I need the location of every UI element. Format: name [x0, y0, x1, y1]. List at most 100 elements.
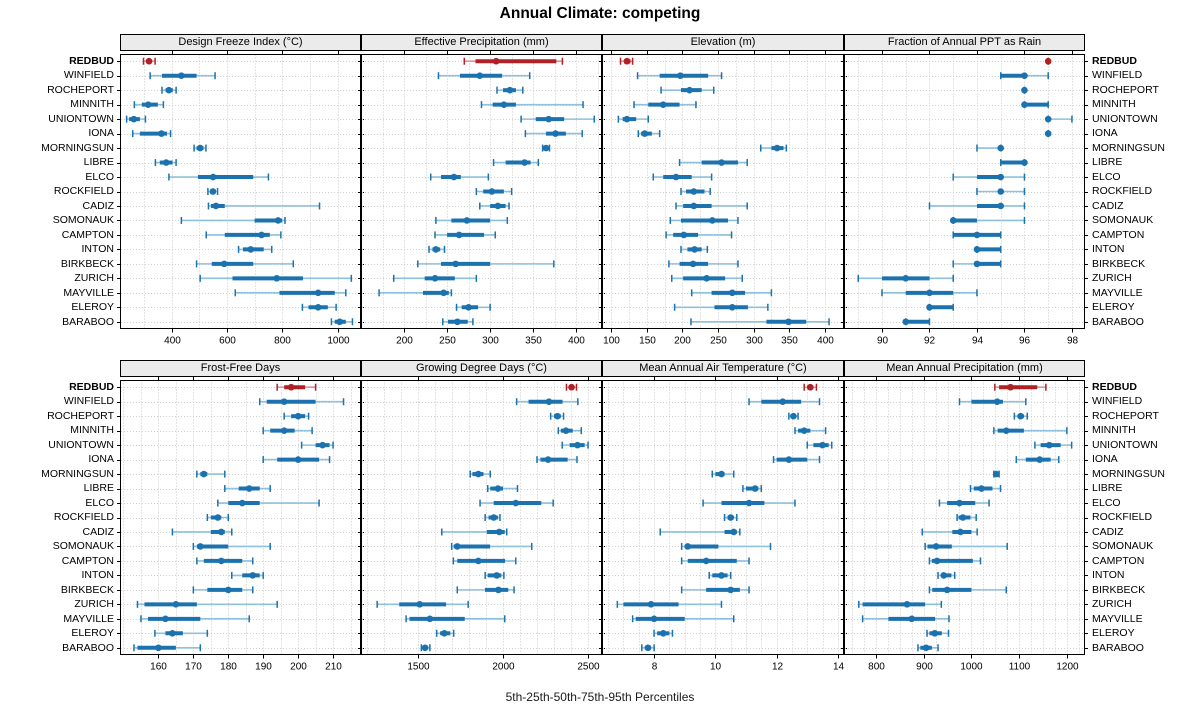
row-label-rockfield: ROCKFIELD	[53, 185, 114, 198]
percentile-row-inton	[937, 571, 956, 579]
percentile-row-birkbeck	[952, 260, 1002, 268]
percentile-row-somonauk	[669, 216, 739, 224]
percentile-row-iona	[536, 456, 578, 464]
median-dot	[623, 57, 631, 65]
percentile-row-baraboo	[690, 318, 830, 326]
percentile-row-iona	[637, 130, 661, 138]
percentile-row-iona	[1044, 130, 1052, 138]
median-dot	[644, 644, 652, 652]
percentile-row-campton	[665, 231, 733, 239]
row-label-mayville: MAYVILLE	[1092, 286, 1143, 299]
percentile-row-redbud	[994, 383, 1047, 391]
median-dot	[155, 644, 162, 652]
percentile-row-minnith	[480, 101, 584, 109]
percentile-row-inton	[237, 245, 273, 253]
median-dot	[440, 289, 447, 297]
median-dot	[718, 470, 725, 478]
axis-tick-label: 400	[568, 336, 585, 347]
axis-tick-label: 200	[290, 662, 307, 673]
percentile-row-mayville	[234, 289, 347, 297]
percentile-row-libre	[154, 159, 177, 167]
percentile-row-somonauk	[180, 216, 286, 224]
percentile-row-mayville	[405, 615, 506, 623]
median-dot	[492, 57, 500, 65]
median-dot	[903, 601, 911, 608]
axis-tick-label: 14	[833, 662, 845, 673]
percentile-row-redbud	[463, 57, 564, 65]
median-dot	[450, 173, 458, 181]
median-dot	[922, 644, 930, 652]
percentile-row-rocheport	[161, 86, 177, 94]
axis-tick-label: 100	[603, 336, 620, 347]
median-dot	[493, 572, 501, 579]
median-dot	[790, 412, 797, 420]
axis-tick-label: 96	[1019, 336, 1031, 347]
percentile-row-elco	[479, 499, 554, 507]
median-dot	[453, 543, 461, 550]
median-dot	[465, 303, 472, 311]
median-dot	[1044, 57, 1052, 65]
percentile-row-cadiz	[928, 202, 1026, 210]
percentile-row-zurich	[857, 274, 954, 282]
median-dot	[908, 615, 916, 623]
median-dot	[807, 383, 814, 391]
row-label-baraboo: BARABOO	[1092, 641, 1144, 654]
panel-strip-effective-precipitation-mm: Effective Precipitation (mm)	[361, 34, 602, 51]
median-dot	[1044, 130, 1052, 137]
panel-plot-effective-precipitation-mm: 200 250 300 350 400	[358, 51, 605, 347]
median-dot	[773, 144, 781, 152]
median-dot	[426, 615, 434, 623]
row-label-mayville: MAYVILLE	[63, 612, 114, 625]
percentile-row-rocheport	[660, 86, 715, 94]
row-label-inton: INTON	[1092, 569, 1125, 582]
median-dot	[562, 427, 570, 434]
median-dot	[441, 629, 448, 637]
row-label-minnith: MINNITH	[70, 424, 114, 437]
row-label-rockfield: ROCKFIELD	[53, 511, 114, 524]
percentile-row-baraboo	[902, 318, 931, 326]
panel-plot-growing-degree-days-c: 1500 2000 2500	[358, 377, 605, 673]
row-label-somonauk: SOMONAUK	[1092, 214, 1154, 227]
percentile-row-winfield	[958, 398, 1027, 406]
row-label-uniontown: UNIONTOWN	[48, 438, 114, 451]
percentile-row-cadiz	[659, 528, 741, 536]
median-dot	[1021, 101, 1028, 108]
percentile-row-mayville	[631, 615, 735, 623]
row-label-uniontown: UNIONTOWN	[1092, 438, 1158, 451]
percentile-row-zurich	[858, 600, 943, 608]
median-dot	[319, 441, 326, 449]
median-dot	[902, 275, 910, 282]
row-label-libre: LIBRE	[83, 156, 114, 169]
median-dot	[245, 485, 253, 492]
axis-tick-label: 12	[772, 662, 784, 673]
percentile-row-iona	[524, 130, 583, 138]
panel-mean-annual-air-temperature-c: Mean Annual Air Temperature (°C) 8 10 12 14	[599, 360, 847, 678]
percentile-row-libre	[742, 485, 763, 493]
panel-strip-mean-annual-air-temperature-c: Mean Annual Air Temperature (°C)	[602, 360, 844, 377]
median-dot	[1044, 115, 1052, 123]
panel-growing-degree-days-c: Growing Degree Days (°C) 1500 2000 2500	[358, 360, 605, 678]
median-dot	[224, 586, 232, 594]
row-label-iona: IONA	[88, 453, 114, 466]
median-dot	[162, 615, 169, 623]
row-label-libre: LIBRE	[1092, 156, 1123, 169]
row-label-rockfield: ROCKFIELD	[1092, 185, 1153, 198]
percentile-row-rocheport	[1021, 86, 1028, 94]
row-label-birkbeck: BIRKBECK	[1092, 583, 1146, 596]
panel-plot-elevation-m: 100 150 200 250 300 350 400	[599, 51, 847, 347]
median-dot	[158, 130, 165, 137]
median-dot	[1021, 72, 1028, 80]
row-label-morningsun: MORNINGSUN	[41, 467, 114, 480]
percentile-row-redbud	[1044, 57, 1052, 65]
row-label-zurich: ZURICH	[1092, 598, 1132, 611]
percentile-row-rocheport	[496, 86, 524, 94]
row-label-minnith: MINNITH	[1092, 424, 1136, 437]
row-label-redbud: REDBUD	[1092, 55, 1137, 67]
median-dot	[294, 456, 302, 463]
row-label-iona: IONA	[88, 127, 114, 140]
panel-strip-frost-free-days: Frost-Free Days	[120, 360, 361, 377]
percentile-row-rockfield	[956, 514, 977, 521]
percentile-row-zurich	[136, 600, 278, 608]
row-label-zurich: ZURICH	[1092, 272, 1132, 285]
panel-strip-growing-degree-days-c: Growing Degree Days (°C)	[361, 360, 602, 377]
